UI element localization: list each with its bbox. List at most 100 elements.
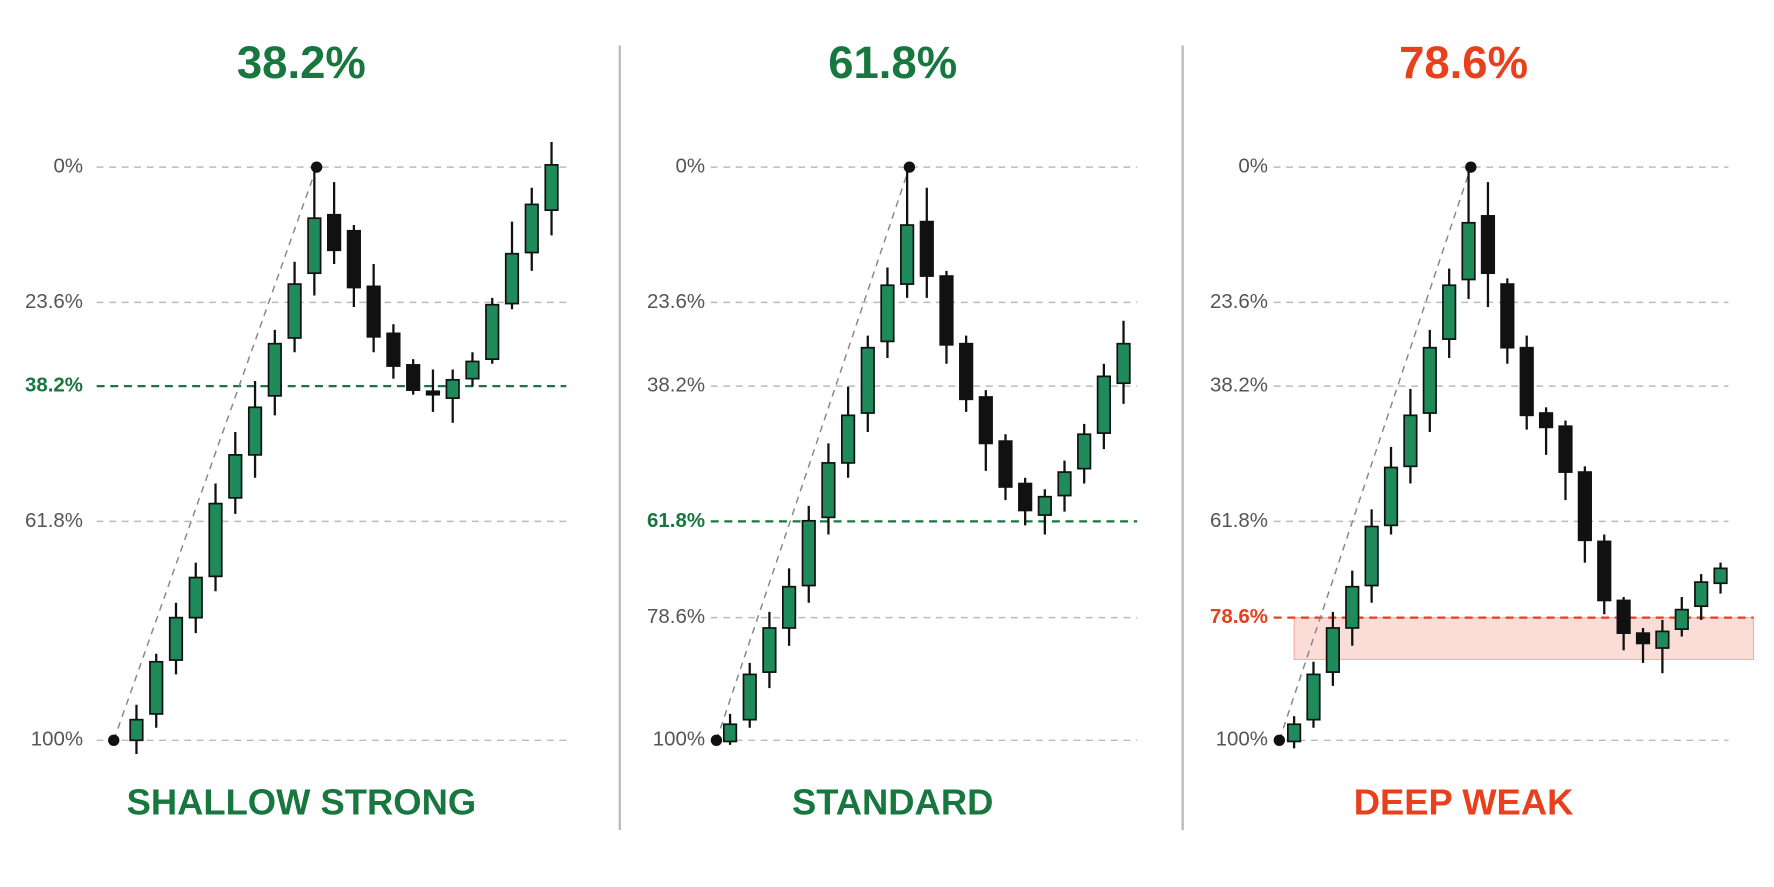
candle-body [939, 275, 954, 346]
candle-body [1077, 433, 1092, 470]
swing-low-dot [710, 734, 723, 746]
candle-body [327, 213, 342, 252]
y-tick-label: 100% [653, 728, 705, 751]
candle-body [168, 616, 184, 661]
candle-body [1635, 632, 1651, 645]
panel-subtitle: DEEP WEAK [1354, 782, 1574, 823]
candle-body [1116, 342, 1131, 385]
candle-body [307, 217, 322, 275]
swing-low-dot [108, 734, 120, 746]
candle-body [188, 576, 203, 619]
candle-body [1383, 466, 1399, 527]
candle-body [1442, 284, 1457, 340]
y-tick-label: 100% [1216, 728, 1268, 751]
candle-body [959, 342, 974, 401]
candle-body [722, 723, 738, 743]
panel-subtitle: STANDARD [792, 782, 993, 823]
candle-body [860, 346, 875, 414]
panel-title: 61.8% [828, 37, 957, 88]
swing-line [113, 166, 318, 741]
candle-body [1096, 375, 1111, 434]
candle-body [1306, 673, 1321, 721]
candle-body [465, 360, 480, 380]
candle-body [445, 378, 460, 399]
candle-body [1655, 630, 1670, 649]
swing-high-dot [903, 161, 916, 173]
swing-low-dot [1273, 734, 1286, 746]
candle-body [346, 229, 361, 289]
candle-body [267, 342, 282, 397]
candle-body [129, 718, 144, 742]
panel-title: 38.2% [237, 37, 366, 88]
candle-body [425, 390, 441, 396]
panel-subtitle: SHALLOW STRONG [127, 782, 477, 823]
candle-body [1325, 627, 1340, 673]
candle-body [1364, 525, 1379, 587]
candle-body [781, 585, 797, 629]
panel-title: 78.6% [1399, 37, 1528, 88]
candle-body [919, 220, 934, 277]
y-tick-label: 0% [1238, 155, 1268, 178]
y-tick-label: 78.6% [647, 605, 705, 628]
candle-body [208, 502, 223, 578]
y-tick-label: 38.2% [1210, 374, 1268, 397]
swing-line [1278, 166, 1472, 741]
candle-body [1713, 567, 1728, 585]
candle-body [841, 414, 856, 464]
swing-high-dot [1465, 161, 1477, 173]
candle-body [1500, 283, 1515, 349]
candle-body [762, 627, 777, 673]
candle-body [1558, 425, 1573, 473]
candle-body [1037, 495, 1052, 516]
swing-line [715, 166, 911, 741]
candle-body [1519, 346, 1534, 417]
candle-body [1461, 221, 1476, 281]
y-tick-label: 23.6% [25, 290, 83, 313]
candle-body [1018, 482, 1033, 512]
candle-body [801, 519, 816, 587]
candle-body [366, 285, 381, 338]
candle-body [1597, 540, 1612, 602]
candle-body [880, 284, 895, 343]
candle-body [228, 454, 243, 499]
candle-body [485, 303, 500, 361]
y-tick-label: 23.6% [1210, 290, 1268, 313]
candle-body [1287, 723, 1302, 743]
candle-body [1538, 412, 1554, 429]
y-tick-label: 38.2% [25, 374, 83, 397]
y-tick-label: 0% [53, 155, 83, 178]
candle-body [742, 673, 757, 721]
candle-body [978, 396, 993, 445]
candle-body [1057, 471, 1072, 497]
candle-body [1480, 215, 1496, 275]
candle-body [1577, 471, 1592, 542]
candle-body [406, 364, 421, 391]
swing-high-dot [310, 161, 323, 173]
candle-body [1403, 414, 1418, 468]
y-tick-label: 78.6% [1210, 605, 1268, 628]
y-tick-label: 61.8% [1210, 509, 1268, 532]
candle-body [504, 252, 520, 305]
candle-body [998, 440, 1013, 488]
candle-body [900, 224, 915, 285]
y-tick-label: 61.8% [647, 509, 705, 532]
y-tick-label: 0% [675, 155, 705, 178]
candle-body [287, 283, 302, 339]
y-tick-label: 38.2% [647, 374, 705, 397]
candle-body [821, 462, 836, 519]
candle-body [1345, 585, 1360, 629]
candle-body [1616, 599, 1631, 634]
candle-body [247, 406, 263, 456]
candle-body [386, 332, 401, 367]
candle-body [149, 660, 164, 715]
candle-body [1694, 581, 1709, 608]
y-tick-label: 100% [31, 728, 83, 751]
candle-body [1422, 346, 1437, 414]
candle-body [1674, 608, 1689, 630]
y-tick-label: 61.8% [25, 509, 83, 532]
candle-body [524, 203, 539, 254]
candle-body [544, 164, 559, 212]
y-tick-label: 23.6% [647, 290, 705, 313]
